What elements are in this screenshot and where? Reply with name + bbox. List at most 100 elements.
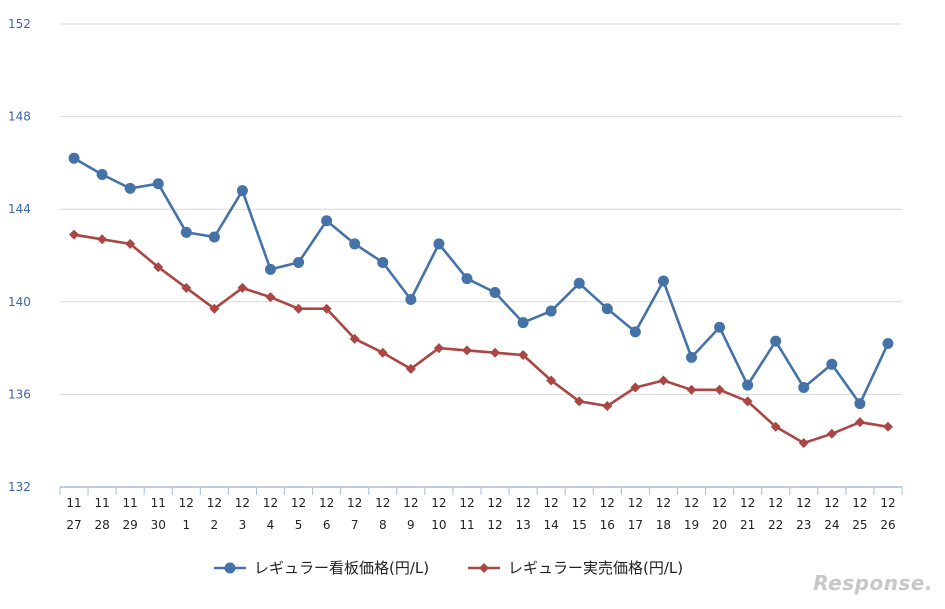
x-tick-month: 12 <box>740 496 755 510</box>
x-tick-day: 6 <box>323 518 331 532</box>
data-point <box>826 428 837 439</box>
x-tick-month: 12 <box>600 496 615 510</box>
x-tick-day: 16 <box>600 518 615 532</box>
x-tick-day: 19 <box>684 518 699 532</box>
y-tick-label: 152 <box>8 17 31 31</box>
data-point <box>405 293 417 305</box>
x-tick-month: 12 <box>824 496 839 510</box>
data-point <box>770 335 782 347</box>
x-tick-day: 13 <box>515 518 530 532</box>
data-point <box>798 381 810 393</box>
data-point <box>657 275 669 287</box>
data-point <box>208 231 220 243</box>
x-tick-day: 29 <box>123 518 138 532</box>
data-point <box>490 347 501 358</box>
x-tick-month: 12 <box>291 496 306 510</box>
x-tick-day: 15 <box>572 518 587 532</box>
data-point <box>349 333 360 344</box>
series-layer <box>68 152 894 449</box>
data-point <box>630 382 641 393</box>
x-tick-month: 12 <box>628 496 643 510</box>
data-point <box>69 229 80 240</box>
y-tick-label: 144 <box>8 202 31 216</box>
x-tick-day: 22 <box>768 518 783 532</box>
data-point <box>124 182 136 194</box>
x-tick-month: 12 <box>572 496 587 510</box>
x-tick-month: 12 <box>544 496 559 510</box>
data-point <box>798 438 809 449</box>
x-tick-month: 12 <box>459 496 474 510</box>
data-point <box>461 345 472 356</box>
data-point <box>854 417 865 428</box>
x-tick-month: 12 <box>347 496 362 510</box>
legend-label: レギュラー看板価格(円/L) <box>254 559 429 577</box>
x-tick-month: 11 <box>151 496 166 510</box>
data-point <box>882 337 894 349</box>
data-point <box>125 238 136 249</box>
x-tick-month: 12 <box>207 496 222 510</box>
x-tick-month: 12 <box>235 496 250 510</box>
data-point <box>153 262 164 273</box>
x-tick-day: 21 <box>740 518 755 532</box>
x-tick-month: 12 <box>515 496 530 510</box>
data-point <box>686 351 697 363</box>
data-point <box>742 379 754 391</box>
y-tick-label: 132 <box>8 480 31 494</box>
x-tick-day: 14 <box>544 518 559 532</box>
data-point <box>237 282 248 293</box>
y-tick-label: 140 <box>8 295 31 309</box>
x-tick-day: 2 <box>211 518 219 532</box>
data-point <box>714 321 726 333</box>
data-point <box>602 400 613 411</box>
x-tick-month: 12 <box>712 496 727 510</box>
data-point <box>181 282 192 293</box>
data-point <box>236 185 248 197</box>
x-tick-month: 12 <box>487 496 502 510</box>
data-point <box>209 303 220 314</box>
data-point <box>770 421 781 432</box>
x-tick-day: 28 <box>94 518 109 532</box>
x-tick-day: 9 <box>407 518 415 532</box>
y-tick-label: 136 <box>8 387 31 401</box>
legend: レギュラー看板価格(円/L) レギュラー実売価格(円/L) <box>214 559 683 577</box>
x-tick-day: 5 <box>295 518 303 532</box>
response-logo: Response. <box>813 571 933 595</box>
series-2 <box>69 229 893 449</box>
data-point <box>518 350 529 361</box>
y-tick-label: 148 <box>8 110 31 124</box>
x-tick-day: 17 <box>628 518 643 532</box>
data-point <box>293 256 305 268</box>
data-point <box>517 317 529 329</box>
data-point <box>826 358 838 370</box>
x-tick-month: 12 <box>684 496 699 510</box>
data-point <box>489 287 501 299</box>
x-tick-month: 12 <box>179 496 194 510</box>
x-tick-month: 11 <box>123 496 138 510</box>
data-point <box>265 263 276 275</box>
x-tick-month: 12 <box>852 496 867 510</box>
data-point <box>882 421 893 432</box>
data-point <box>321 215 333 227</box>
x-tick-day: 27 <box>66 518 81 532</box>
data-point <box>405 363 416 374</box>
y-axis: 132 136 140 144 148 152 <box>8 17 31 494</box>
data-point <box>293 303 304 314</box>
x-tick-month: 12 <box>319 496 334 510</box>
x-tick-day: 7 <box>351 518 359 532</box>
data-point <box>68 152 80 164</box>
x-tick-day: 11 <box>459 518 474 532</box>
x-tick-day: 23 <box>796 518 811 532</box>
data-point <box>658 375 669 386</box>
data-point <box>433 238 445 250</box>
x-tick-month: 11 <box>94 496 109 510</box>
legend-item-1: レギュラー看板価格(円/L) <box>214 559 429 577</box>
legend-marker <box>224 562 236 574</box>
data-point <box>854 398 866 410</box>
data-point <box>686 384 697 395</box>
legend-label: レギュラー実売価格(円/L) <box>508 559 683 577</box>
x-tick-day: 8 <box>379 518 387 532</box>
x-tick-month: 12 <box>880 496 895 510</box>
x-tick-month: 12 <box>768 496 783 510</box>
